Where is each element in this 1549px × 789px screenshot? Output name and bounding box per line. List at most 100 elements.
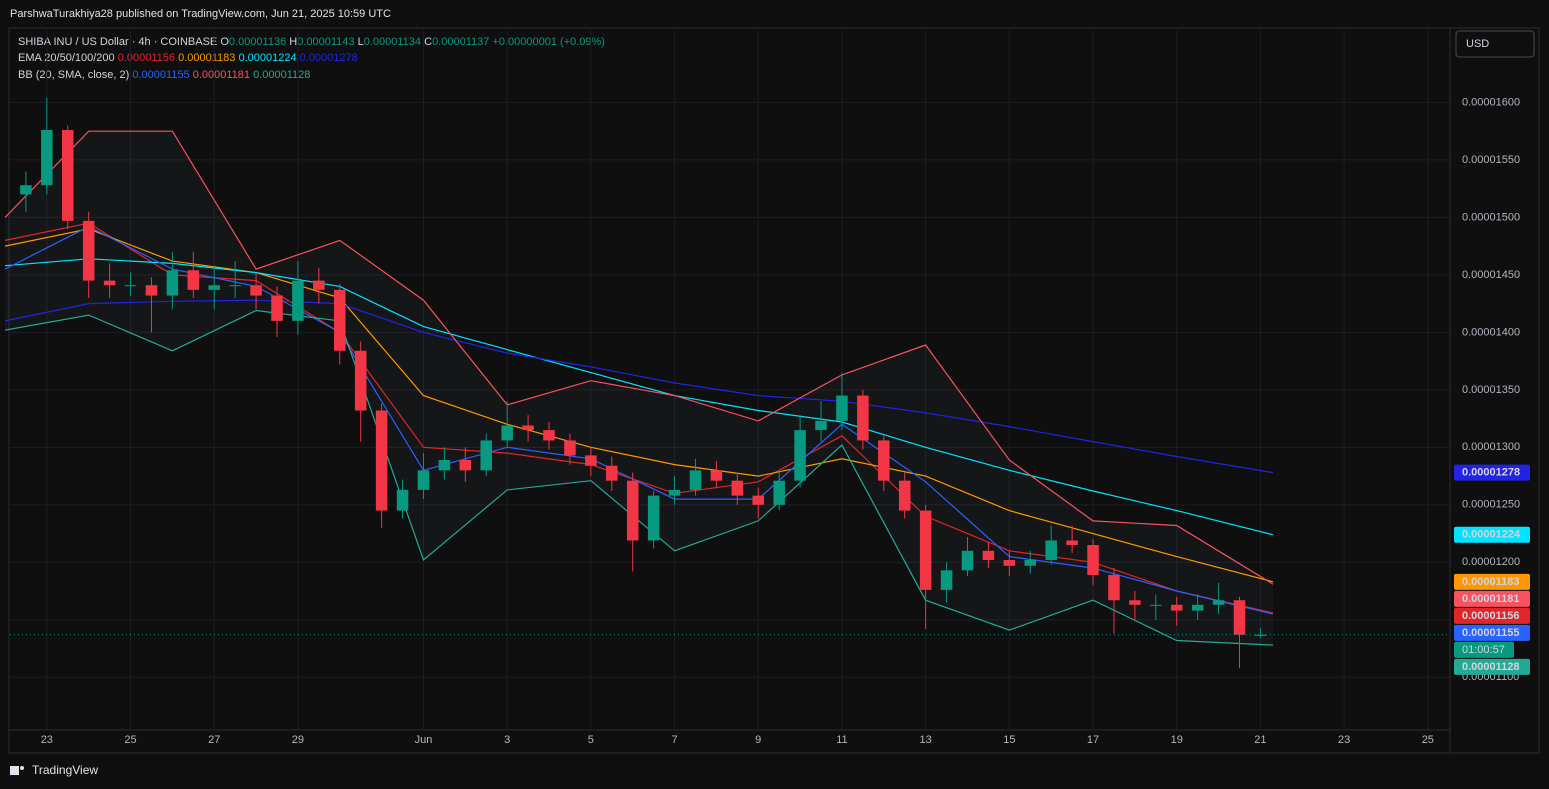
x-tick-label: 25: [124, 734, 136, 746]
candle-body: [522, 425, 534, 431]
candle-body: [1233, 600, 1246, 635]
ohlc-value: 0.00001134: [364, 36, 421, 48]
price-badge-label: 0.00001183: [1462, 576, 1520, 588]
candle-body: [606, 465, 618, 481]
candle-body: [396, 489, 409, 511]
brand[interactable]: TradingView: [10, 763, 98, 777]
candle-body: [940, 570, 953, 590]
candle-body: [1045, 540, 1057, 561]
candle-body: [41, 130, 53, 186]
candle-body: [982, 550, 995, 561]
candle-body: [1087, 545, 1099, 575]
y-tick-label: 0.00001600: [1462, 96, 1520, 108]
candle-body: [626, 480, 639, 541]
countdown-badge: [1454, 641, 1514, 658]
candle-body: [501, 425, 513, 441]
y-tick-label: 0.00001250: [1462, 499, 1520, 511]
x-tick-label: 13: [920, 734, 932, 746]
candle-body: [61, 130, 74, 221]
candle-body: [20, 185, 32, 195]
ohlc-label: O: [220, 36, 229, 48]
x-tick-label: 23: [41, 734, 53, 746]
candle-body: [459, 459, 472, 471]
ema-value: 0.00001224: [238, 52, 296, 64]
countdown: 01:00:57: [1462, 644, 1505, 656]
brand-name: TradingView: [32, 763, 98, 777]
candle-body: [1024, 560, 1037, 566]
candle-body: [773, 480, 785, 505]
brand-logo-dot: [20, 766, 24, 770]
x-tick-label: 21: [1254, 734, 1266, 746]
candle-body: [375, 410, 388, 511]
candle-body: [815, 420, 827, 431]
y-tick-label: 0.00001550: [1462, 154, 1520, 166]
x-tick-label: 5: [588, 734, 594, 746]
price-badge-label: 0.00001128: [1462, 661, 1520, 673]
ema-value: 0.00001156: [118, 52, 175, 64]
y-tick-label: 0.00001200: [1462, 556, 1520, 568]
y-tick-label: 0.00001500: [1462, 211, 1520, 223]
bb-value: 0.00001181: [193, 69, 250, 81]
candle-body: [271, 295, 283, 321]
candle-body: [145, 285, 158, 296]
brand-logo: [10, 766, 19, 775]
candle-body: [187, 270, 200, 290]
candle-body: [229, 285, 241, 287]
legend-bb: BB (20, SMA, close, 2) 0.00001155 0.0000…: [18, 69, 310, 81]
candle-body: [919, 510, 932, 590]
candle-body: [1066, 540, 1078, 546]
candle-body: [166, 270, 179, 296]
y-tick-label: 0.00001450: [1462, 269, 1520, 281]
y-tick-label: 0.00001350: [1462, 384, 1520, 396]
candle-body: [417, 470, 430, 490]
x-tick-label: 27: [208, 734, 220, 746]
ohlc-value: 0.00001143: [297, 36, 354, 48]
price-badge-label: 0.00001155: [1462, 627, 1520, 639]
currency[interactable]: USD: [1466, 38, 1489, 50]
change: +0.00000001 (+0.09%): [492, 36, 605, 48]
candle-body: [647, 495, 660, 541]
currency-button[interactable]: [1455, 30, 1535, 58]
y-tick-label: 0.00001400: [1462, 326, 1520, 338]
price-badge: [1454, 573, 1530, 590]
x-tick-label: 7: [671, 734, 677, 746]
candle-body: [752, 495, 765, 505]
candle-body: [878, 440, 890, 481]
candle-body: [292, 280, 304, 321]
ohlc-label: C: [424, 36, 432, 48]
candle-body: [857, 395, 869, 441]
ohlc-value: 0.00001137: [432, 36, 489, 48]
candle-body: [1170, 604, 1183, 611]
candle-body: [1003, 560, 1016, 566]
x-tick-label: 11: [836, 734, 847, 746]
candle-body: [564, 440, 576, 456]
candle-body: [668, 489, 681, 496]
ema-value: 0.00001183: [178, 52, 235, 64]
candle-body: [480, 440, 492, 471]
x-tick-label: 19: [1171, 734, 1183, 746]
price-badge-label: 0.00001224: [1462, 529, 1521, 541]
price-badge: [1454, 464, 1530, 481]
ohlc-value: 0.00001136: [229, 36, 286, 48]
price-badge-label: 0.00001181: [1462, 593, 1520, 605]
price-badge: [1454, 590, 1530, 607]
x-tick-label: 23: [1338, 734, 1350, 746]
candle-body: [585, 455, 597, 466]
candle-body: [208, 285, 220, 290]
candle-body: [1254, 634, 1267, 636]
candle-body: [731, 480, 744, 496]
candle-body: [961, 550, 974, 571]
candle-body: [794, 430, 806, 481]
price-badge: [1454, 607, 1530, 624]
candle-body: [250, 285, 262, 296]
candle-body: [836, 395, 848, 421]
ohlc-label: H: [289, 36, 297, 48]
bb-value: 0.00001128: [253, 69, 310, 81]
legend-ema: EMA 20/50/100/200 0.00001156 0.00001183 …: [18, 52, 358, 64]
x-tick-label: 15: [1003, 734, 1015, 746]
ohlc-label: L: [358, 36, 364, 48]
legend-ohlc: SHIBA INU / US Dollar · 4h · COINBASE O0…: [18, 36, 605, 48]
candle-body: [124, 285, 137, 287]
candle-body: [1191, 604, 1204, 611]
